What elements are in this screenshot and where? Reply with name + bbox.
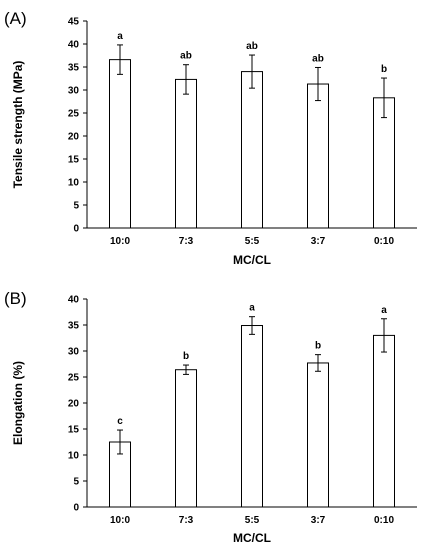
- chart-a-y-tick-label: 10: [68, 178, 80, 189]
- chart-a-x-tick-label: 10:0: [110, 236, 130, 247]
- chart-a-y-tick-label: 0: [73, 224, 79, 235]
- chart-a-y-tick-label: 5: [73, 201, 79, 212]
- chart-b-significance-label: c: [117, 416, 123, 427]
- chart-a-significance-label: ab: [312, 53, 324, 64]
- chart-b-bar: [175, 369, 197, 508]
- chart-b-x-tick-label: 5:5: [245, 515, 260, 526]
- chart-a-significance-label: ab: [246, 41, 258, 52]
- chart-b-y-axis-title: Elongation (%): [11, 361, 25, 445]
- chart-b-y-tick-label: 10: [68, 451, 80, 462]
- chart-b-bar: [373, 334, 395, 508]
- chart-a-y-tick-label: 45: [68, 17, 80, 28]
- chart-a-y-tick-label: 35: [68, 63, 80, 74]
- chart-a-x-tick-label: 7:3: [179, 236, 194, 247]
- chart-a-x-tick-label: 0:10: [374, 236, 394, 247]
- chart-a-significance-label: b: [381, 64, 387, 75]
- chart-a-bar: [307, 83, 329, 229]
- chart-b-y-tick-label: 20: [68, 399, 80, 410]
- chart-a-x-tick-label: 5:5: [245, 236, 260, 247]
- chart-a-significance-label: ab: [180, 51, 192, 62]
- chart-a-x-tick-label: 3:7: [311, 236, 326, 247]
- chart-b-y-tick-label: 30: [68, 347, 80, 358]
- chart-b-significance-label: a: [249, 303, 255, 314]
- chart-b-y-tick-label: 15: [68, 425, 80, 436]
- chart-b-x-tick-label: 7:3: [179, 515, 194, 526]
- chart-b-y-tick-label: 5: [73, 477, 79, 488]
- chart-a-bar: [109, 59, 131, 229]
- chart-a-panel-label: (A): [4, 9, 27, 28]
- chart-a-y-axis-title: Tensile strength (MPa): [11, 61, 25, 189]
- chart-b-bar: [241, 325, 263, 508]
- chart-b-y-tick-label: 35: [68, 321, 80, 332]
- chart-b-bar: [307, 362, 329, 508]
- chart-a-bar: [241, 71, 263, 229]
- chart-a-y-tick-label: 40: [68, 40, 80, 51]
- chart-b-significance-label: a: [381, 305, 387, 316]
- chart-b-panel-label: (B): [4, 289, 27, 308]
- chart-a-y-tick-label: 15: [68, 155, 80, 166]
- chart-b-x-tick-label: 3:7: [311, 515, 326, 526]
- chart-b-y-tick-label: 40: [68, 295, 80, 306]
- chart-b-x-tick-label: 0:10: [374, 515, 394, 526]
- chart-a-y-tick-label: 30: [68, 86, 80, 97]
- chart-b-x-axis-title: MC/CL: [233, 531, 271, 545]
- chart-b-significance-label: b: [183, 351, 189, 362]
- chart-a-x-axis-title: MC/CL: [233, 253, 271, 267]
- chart-b-y-tick-label: 25: [68, 373, 80, 384]
- chart-a-bar: [175, 78, 197, 229]
- chart-a-significance-label: a: [117, 31, 123, 42]
- chart-a-y-tick-label: 20: [68, 132, 80, 143]
- chart-b-y-tick-label: 0: [73, 503, 79, 514]
- chart-b-x-tick-label: 10:0: [110, 515, 130, 526]
- chart-a-y-tick-label: 25: [68, 109, 80, 120]
- chart-b-significance-label: b: [315, 341, 321, 352]
